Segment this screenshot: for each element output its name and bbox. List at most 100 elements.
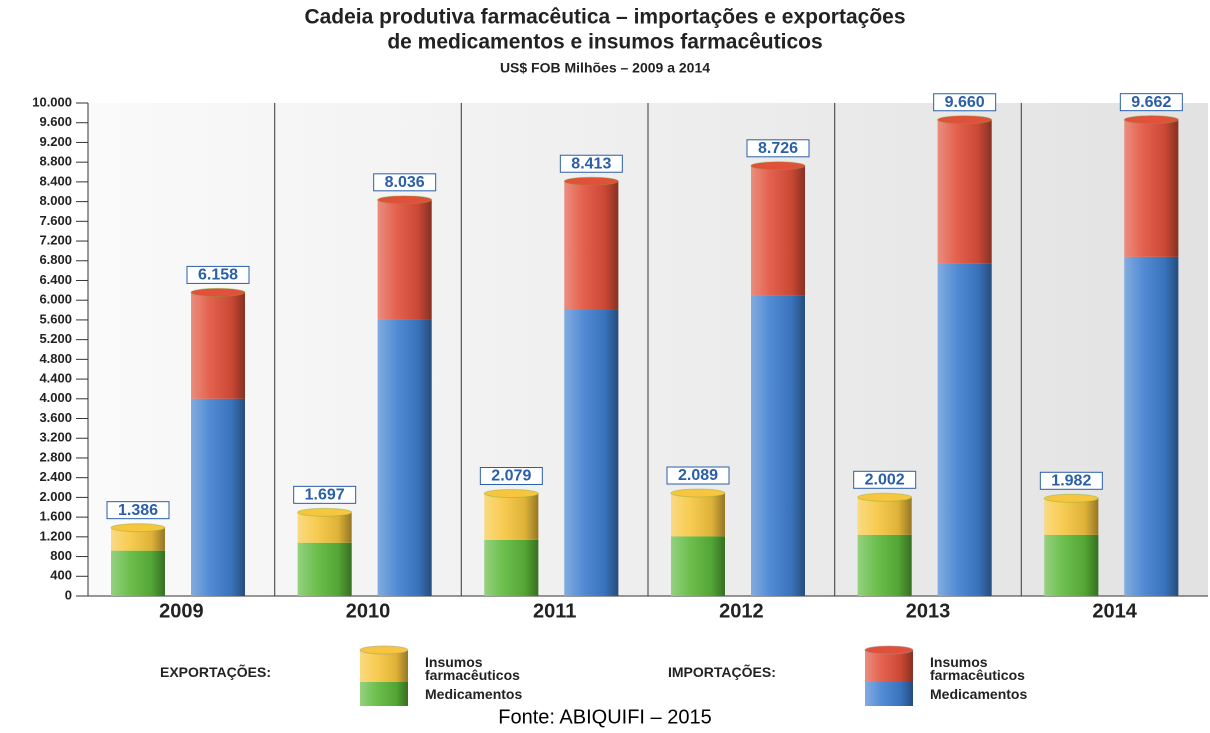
bar-shade xyxy=(297,512,352,543)
source: Fonte: ABIQUIFI – 2015 xyxy=(498,706,711,728)
total-label-box xyxy=(373,173,437,192)
bar-shade xyxy=(751,165,805,296)
y-tick-label: 400 xyxy=(50,568,72,583)
y-tick-label: 4.800 xyxy=(39,351,72,366)
bar-shade xyxy=(857,497,912,535)
chart-subtitle: US$ FOB Milhões – 2009 a 2014 xyxy=(500,60,710,76)
x-tick-label: 2013 xyxy=(906,600,951,622)
y-tick-label: 7.200 xyxy=(39,232,72,247)
y-tick-label: 8.400 xyxy=(39,173,72,188)
bar-shade xyxy=(751,295,805,596)
bar-cap xyxy=(563,176,619,186)
x-tick-label: 2011 xyxy=(533,600,576,622)
total-label-box xyxy=(293,485,357,504)
total-label: 2.002 xyxy=(865,472,905,489)
total-label-box xyxy=(479,467,543,486)
total-label: 1.982 xyxy=(1051,473,1091,490)
bar-shade xyxy=(564,181,619,310)
y-tick-label: 3.600 xyxy=(39,410,72,425)
total-label: 8.413 xyxy=(571,155,611,172)
total-label-box xyxy=(1039,471,1103,490)
bar-shade xyxy=(484,539,539,596)
total-label: 6.158 xyxy=(198,267,238,284)
y-tick-label: 6.000 xyxy=(39,292,72,307)
legend-label: Insumos farmacêuticos xyxy=(425,654,520,683)
total-label-box xyxy=(666,466,730,485)
y-tick-label: 6.800 xyxy=(39,252,72,267)
bar-cap xyxy=(937,115,993,125)
total-label-box xyxy=(746,139,810,158)
y-tick-label: 1.600 xyxy=(39,509,72,524)
y-tick-label: 5.200 xyxy=(39,331,72,346)
total-label-box xyxy=(106,501,170,520)
x-tick-label: 2012 xyxy=(719,600,764,622)
bar-cap xyxy=(670,488,726,498)
bar-shade xyxy=(857,534,912,596)
total-label: 2.079 xyxy=(491,468,531,485)
legend-group-label: IMPORTAÇÕES: xyxy=(668,664,776,680)
bar-cap xyxy=(1123,115,1179,125)
x-tick-label: 2014 xyxy=(1092,600,1137,622)
y-tick-label: 7.600 xyxy=(39,213,72,228)
total-label-box xyxy=(186,265,250,284)
x-tick-label: 2010 xyxy=(346,600,391,622)
y-tick-label: 8.800 xyxy=(39,154,72,169)
y-tick-label: 5.600 xyxy=(39,311,72,326)
y-tick-label: 8.000 xyxy=(39,193,72,208)
bar-shade xyxy=(1124,119,1179,257)
legend-label: Medicamentos xyxy=(930,686,1028,702)
legend-shade xyxy=(865,650,913,706)
bar-shade xyxy=(1124,256,1179,596)
bar-shade xyxy=(671,536,725,596)
legend-cap xyxy=(359,645,409,655)
total-label: 9.662 xyxy=(1131,94,1171,111)
y-tick-label: 2.800 xyxy=(39,449,72,464)
y-tick-label: 4.000 xyxy=(39,390,72,405)
bar-shade xyxy=(191,398,245,596)
y-tick-label: 9.200 xyxy=(39,134,72,149)
y-tick-label: 9.600 xyxy=(39,114,72,129)
legend-shade xyxy=(360,650,408,706)
bar-shade xyxy=(937,119,992,264)
total-label-box xyxy=(1119,93,1183,112)
bar-cap xyxy=(483,489,539,499)
y-tick-label: 2.000 xyxy=(39,489,72,504)
bar-shade xyxy=(191,292,245,399)
total-label-box xyxy=(559,154,623,173)
x-tick-label: 2009 xyxy=(159,600,204,622)
chart-title: de medicamentos e insumos farmacêuticos xyxy=(387,31,822,54)
y-tick-label: 6.400 xyxy=(39,272,72,287)
bar-cap xyxy=(297,507,353,517)
y-tick-label: 800 xyxy=(50,548,72,563)
total-label: 1.697 xyxy=(305,487,345,504)
bar-cap xyxy=(1043,493,1099,503)
bar-shade xyxy=(671,493,725,537)
bar-shade xyxy=(377,319,432,596)
chart-title: Cadeia produtiva farmacêutica – importaç… xyxy=(304,6,905,29)
bar-shade xyxy=(1044,534,1099,596)
bar-cap xyxy=(857,492,913,502)
y-tick-label: 0 xyxy=(65,587,72,602)
bar-shade xyxy=(1044,498,1099,535)
bar-shade xyxy=(937,263,992,596)
bar-shade xyxy=(111,527,165,551)
bar-cap xyxy=(377,195,433,205)
y-tick-label: 4.400 xyxy=(39,371,72,386)
y-tick-label: 10.000 xyxy=(32,94,72,109)
y-tick-label: 3.200 xyxy=(39,430,72,445)
bar-cap xyxy=(110,523,166,533)
total-label: 9.660 xyxy=(945,94,985,111)
bar-shade xyxy=(564,309,619,596)
bar-cap xyxy=(190,287,246,297)
bar-shade xyxy=(297,542,352,596)
bar-shade xyxy=(111,550,165,596)
y-tick-label: 1.200 xyxy=(39,528,72,543)
total-label-box xyxy=(853,470,917,489)
legend-label: Insumos farmacêuticos xyxy=(930,654,1025,683)
legend-cap xyxy=(864,645,914,655)
total-label: 2.089 xyxy=(678,467,718,484)
total-label: 8.036 xyxy=(385,174,425,191)
total-label: 8.726 xyxy=(758,140,798,157)
